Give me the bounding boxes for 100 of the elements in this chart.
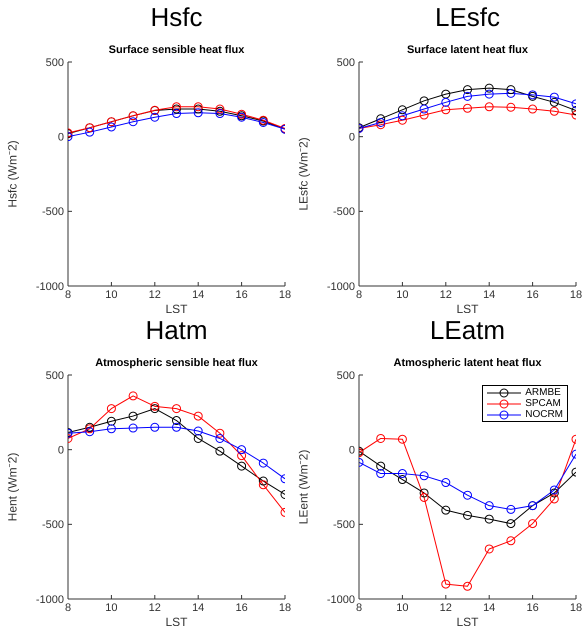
y-tick-label: -1000 bbox=[36, 594, 64, 606]
point bbox=[398, 111, 407, 120]
y-axis-title: Hsfc (Wm⁻2) bbox=[5, 140, 20, 208]
point bbox=[85, 128, 94, 137]
point bbox=[550, 494, 559, 504]
x-tick-label: 8 bbox=[356, 602, 362, 614]
legend-label: SPCAM bbox=[525, 398, 561, 409]
x-tick-label: 10 bbox=[396, 602, 409, 614]
point bbox=[550, 98, 559, 107]
x-tick-label: 14 bbox=[192, 602, 204, 614]
point bbox=[128, 412, 138, 421]
chart-title: LEatm bbox=[428, 315, 506, 346]
y-tick-label: -500 bbox=[332, 519, 355, 532]
chart-subtitle: Surface sensible heat flux bbox=[108, 44, 246, 56]
point bbox=[128, 424, 138, 433]
point bbox=[215, 109, 224, 118]
point bbox=[376, 434, 386, 443]
point bbox=[506, 504, 516, 514]
point bbox=[441, 98, 450, 107]
y-axis-title: LEent (Wm⁻2) bbox=[296, 450, 310, 524]
x-tick-label: 18 bbox=[570, 288, 582, 301]
legend-label: NOCRM bbox=[525, 409, 563, 420]
point bbox=[441, 478, 450, 488]
x-axis-title: LST bbox=[456, 302, 480, 316]
point bbox=[172, 404, 181, 414]
x-axis-title: LST bbox=[456, 615, 480, 626]
point bbox=[172, 104, 181, 114]
x-tick-label: 10 bbox=[396, 288, 409, 301]
point bbox=[484, 84, 494, 93]
point bbox=[506, 519, 516, 528]
y-tick-label: 0 bbox=[348, 444, 355, 457]
point bbox=[258, 480, 268, 490]
point bbox=[420, 96, 429, 106]
chart-subtitle: Surface latent heat flux bbox=[406, 44, 530, 56]
point bbox=[128, 391, 138, 400]
point bbox=[463, 92, 472, 101]
y-tick-label: 500 bbox=[46, 370, 64, 382]
point bbox=[463, 582, 472, 591]
point bbox=[194, 104, 203, 114]
point bbox=[150, 404, 160, 414]
y-tick-label: 500 bbox=[336, 370, 355, 382]
point bbox=[150, 422, 160, 432]
point bbox=[441, 580, 450, 589]
point bbox=[441, 105, 450, 114]
point bbox=[194, 434, 203, 443]
y-tick-label: 0 bbox=[58, 132, 64, 144]
point bbox=[237, 451, 246, 460]
chart-title: Hsfc bbox=[150, 2, 204, 33]
point bbox=[376, 469, 386, 478]
y-tick-label: 0 bbox=[58, 444, 64, 457]
x-tick-label: 16 bbox=[526, 602, 539, 614]
point bbox=[258, 458, 268, 468]
chart-title: Hatm bbox=[144, 315, 209, 346]
x-tick-label: 16 bbox=[235, 288, 248, 301]
chart-title: LEsfc bbox=[434, 2, 502, 33]
point bbox=[237, 445, 246, 454]
point bbox=[441, 90, 450, 99]
y-tick-label: 500 bbox=[336, 56, 355, 69]
point bbox=[376, 120, 386, 130]
point bbox=[194, 426, 203, 436]
x-tick-label: 8 bbox=[64, 288, 72, 301]
y-tick-label: -500 bbox=[42, 519, 64, 532]
point bbox=[484, 102, 494, 112]
point bbox=[215, 446, 224, 456]
point bbox=[172, 422, 181, 432]
point bbox=[172, 102, 181, 112]
point bbox=[215, 428, 224, 438]
x-tick-label: 18 bbox=[278, 288, 292, 301]
point bbox=[398, 469, 407, 478]
point bbox=[484, 90, 494, 99]
y-axis-title: Hent (Wm⁻2) bbox=[5, 452, 20, 522]
point bbox=[376, 114, 386, 124]
point bbox=[237, 462, 246, 471]
point bbox=[528, 104, 538, 114]
x-tick-label: 14 bbox=[192, 288, 204, 301]
point bbox=[194, 108, 203, 118]
x-tick-label: 10 bbox=[105, 288, 118, 301]
point bbox=[506, 85, 516, 94]
point bbox=[441, 506, 450, 515]
point bbox=[550, 92, 559, 102]
x-axis-title: LST bbox=[165, 302, 188, 316]
point bbox=[550, 488, 559, 498]
x-axis-title: LST bbox=[165, 615, 188, 626]
x-tick-label: 18 bbox=[570, 602, 582, 614]
point bbox=[420, 104, 429, 114]
point bbox=[85, 427, 94, 436]
point bbox=[484, 544, 494, 554]
x-tick-label: 8 bbox=[356, 288, 362, 301]
x-tick-label: 12 bbox=[440, 288, 452, 301]
point bbox=[172, 416, 181, 426]
point bbox=[420, 471, 429, 480]
chart-subtitle: Atmospheric sensible heat flux bbox=[94, 357, 259, 369]
y-tick-label: -500 bbox=[42, 206, 64, 218]
point bbox=[463, 510, 472, 520]
y-tick-label: -1000 bbox=[326, 280, 355, 293]
point bbox=[128, 117, 138, 126]
x-tick-label: 14 bbox=[483, 288, 496, 301]
y-tick-label: 500 bbox=[46, 56, 64, 69]
point bbox=[150, 402, 160, 411]
point bbox=[215, 434, 224, 443]
